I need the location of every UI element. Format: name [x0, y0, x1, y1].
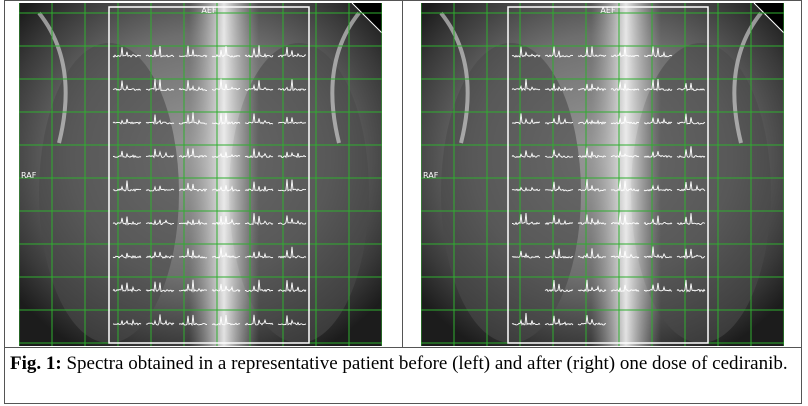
caption-label: Fig. 1: — [10, 353, 62, 374]
caption-text: Spectra obtained in a representative pat… — [66, 353, 787, 374]
spine — [189, 3, 259, 346]
divider — [402, 1, 403, 347]
figure: AEF RAF AEF RAF Fig. 1: Spectra obtained i… — [4, 0, 802, 404]
rule — [5, 347, 801, 348]
orientation-label: RAF — [423, 171, 439, 180]
mrs-panel: AEF RAF — [421, 3, 784, 346]
mrs-panel: AEF RAF — [19, 3, 382, 346]
caption: Fig. 1: Spectra obtained in a representa… — [10, 351, 796, 376]
orientation-label: RAF — [21, 171, 37, 180]
orientation-label: AEF — [201, 6, 217, 15]
orientation-label: AEF — [600, 6, 616, 15]
